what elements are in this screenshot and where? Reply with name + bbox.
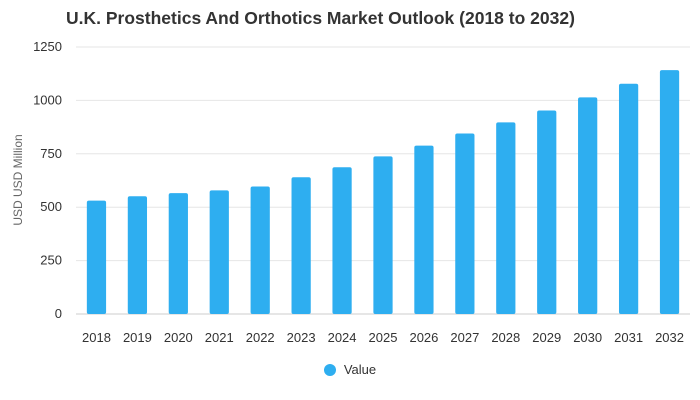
x-tick-label: 2025	[369, 330, 398, 345]
legend[interactable]: Value	[0, 362, 700, 377]
x-tick-label: 2023	[287, 330, 316, 345]
bar-2019[interactable]	[127, 196, 148, 314]
y-axis-ticks: 0 250 500 750 1000 1250	[33, 39, 62, 321]
bar-2031[interactable]	[618, 83, 639, 314]
x-tick-label: 2031	[614, 330, 643, 345]
y-tick-label: 500	[40, 199, 62, 214]
bar-2024[interactable]	[332, 167, 352, 314]
bar-2026[interactable]	[414, 145, 434, 314]
bar-2029[interactable]	[537, 110, 557, 314]
x-tick-label: 2026	[409, 330, 438, 345]
x-tick-label: 2020	[164, 330, 193, 345]
bar-2022[interactable]	[250, 186, 270, 314]
bar-2021[interactable]	[209, 190, 229, 314]
x-axis-ticks: 2018 2019 2020 2021 2022 2023 2024 2025 2026 2027…	[82, 330, 684, 345]
y-tick-label: 1000	[33, 92, 62, 107]
bar-2023[interactable]	[291, 177, 311, 314]
y-tick-label: 0	[55, 306, 62, 321]
legend-marker	[323, 363, 336, 376]
bar-2025[interactable]	[373, 156, 393, 314]
bar-2032[interactable]	[659, 70, 680, 314]
x-tick-label: 2028	[491, 330, 520, 345]
bar-2027[interactable]	[455, 133, 475, 314]
bar-2028[interactable]	[496, 122, 516, 314]
bar-2020[interactable]	[168, 193, 188, 314]
y-axis-label: USD USD Million	[11, 134, 25, 225]
x-tick-label: 2021	[205, 330, 234, 345]
chart-title: U.K. Prosthetics And Orthotics Market Ou…	[66, 8, 575, 28]
legend-label: Value	[343, 362, 377, 377]
x-tick-label: 2024	[328, 330, 357, 345]
x-tick-label: 2027	[450, 330, 479, 345]
bars	[86, 70, 680, 314]
x-tick-label: 2029	[532, 330, 561, 345]
x-tick-label: 2018	[82, 330, 111, 345]
bar-2030[interactable]	[578, 97, 598, 314]
x-tick-label: 2022	[246, 330, 275, 345]
y-tick-label: 250	[40, 253, 62, 268]
x-tick-label: 2019	[123, 330, 152, 345]
y-tick-label: 750	[40, 146, 62, 161]
y-tick-label: 1250	[33, 39, 62, 54]
x-tick-label: 2030	[573, 330, 602, 345]
x-tick-label: 2032	[655, 330, 684, 345]
bar-2018[interactable]	[86, 200, 107, 314]
